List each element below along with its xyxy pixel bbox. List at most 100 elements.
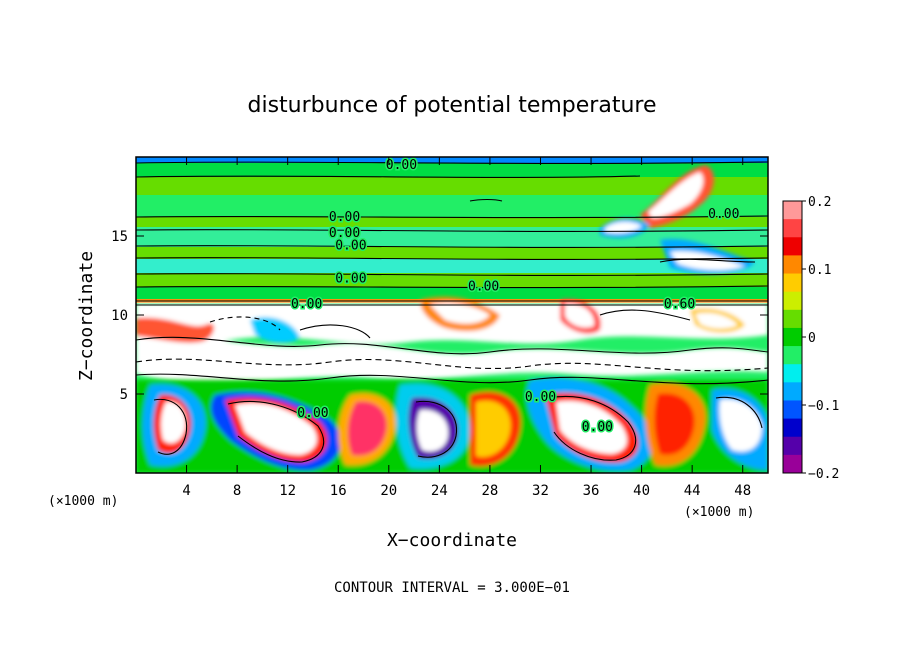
contour-line	[415, 400, 458, 458]
contour-interval-note: CONTOUR INTERVAL = 3.000E−01	[334, 580, 570, 596]
contour-line	[136, 215, 768, 219]
disturbance-blob	[670, 251, 745, 271]
strat-band	[136, 287, 768, 301]
colorbar-segment	[783, 400, 802, 420]
lower-blob	[161, 401, 186, 444]
strat-band	[136, 247, 768, 259]
ribbon-blob	[136, 317, 215, 343]
contour-line	[469, 198, 503, 202]
contour-line	[136, 285, 768, 289]
colorbar-tick-label: 0.1	[808, 263, 831, 278]
x-tick-label: 24	[431, 483, 448, 499]
ribbon-blob	[250, 317, 300, 344]
lower-troposphere-field	[136, 377, 768, 473]
x-unit-right: (×1000 m)	[684, 505, 754, 520]
ribbon-blob	[565, 303, 595, 328]
contour-label: 0.00	[386, 158, 417, 173]
x-tick-label: 32	[532, 483, 549, 499]
lower-blob	[719, 399, 762, 452]
colorbar-segment	[783, 309, 802, 329]
x-tick-label: 16	[330, 483, 347, 499]
contour-line	[136, 373, 768, 385]
contour-line	[136, 358, 768, 372]
x-tick-label: 8	[233, 483, 241, 499]
contour-line	[659, 258, 756, 263]
contour-label: 0.00	[708, 207, 739, 222]
colorbar-segment	[783, 273, 802, 293]
contour-label: 0.00	[329, 210, 360, 225]
lower-blob	[654, 393, 695, 455]
colorbar-segment	[783, 291, 802, 311]
contour-lines	[136, 161, 768, 463]
lower-blob	[416, 409, 449, 452]
contour-line	[299, 324, 371, 339]
x-tick-label: 28	[481, 483, 498, 499]
contour-line	[547, 395, 637, 461]
colorbar-segment	[783, 255, 802, 275]
upper-right-disturbance	[600, 165, 755, 274]
contour-label: 0.60	[664, 297, 695, 312]
disturbance-blob	[605, 221, 642, 234]
x-unit-left: (×1000 m)	[48, 494, 118, 509]
strat-band	[136, 195, 768, 217]
strat-band	[136, 217, 768, 227]
strat-band	[136, 259, 768, 273]
x-tick-label: 4	[182, 483, 190, 499]
contour-label: 0.00	[525, 390, 556, 405]
chart-title: disturbunce of potential temperature	[248, 93, 657, 118]
contour-line	[136, 273, 768, 276]
x-tick-label: 40	[633, 483, 650, 499]
colorbar-segment	[783, 382, 802, 401]
y-tick-label: 10	[111, 308, 128, 324]
contour-line	[153, 398, 188, 455]
colorbar-segment	[783, 201, 802, 220]
strat-band	[136, 177, 768, 195]
contour-line	[599, 309, 691, 321]
colorbar	[782, 200, 803, 474]
ribbon-blob	[430, 303, 490, 324]
contour-line	[136, 245, 768, 248]
x-tick-label: 12	[279, 483, 296, 499]
contour-label: 0.00	[297, 406, 328, 421]
lower-blob	[347, 401, 387, 456]
colorbar-tick-label: 0.2	[808, 195, 831, 210]
contour-line	[136, 336, 768, 355]
contour-line	[227, 400, 325, 463]
x-tick-label: 48	[734, 483, 751, 499]
x-tick-label: 44	[684, 483, 701, 499]
contour-line	[136, 229, 768, 232]
colorbar-tick-label: 0	[808, 331, 816, 346]
contour-labels: 0.000.000.000.000.000.000.000.00 0.600.00…	[289, 157, 740, 437]
strat-band	[136, 273, 768, 287]
y-axis-ticks: 5 10 15	[111, 229, 768, 403]
colorbar-segment	[783, 364, 802, 383]
colorbar-segment	[783, 454, 802, 474]
y-tick-label: 5	[120, 387, 128, 403]
y-axis-label: Z−coordinate	[76, 251, 97, 381]
colorbar-ticks: 0.2 0.1 0 −0.1 −0.2	[802, 195, 839, 482]
stratosphere-bands	[136, 157, 768, 303]
contour-label: 0.00	[329, 226, 360, 241]
lower-blob	[235, 402, 317, 455]
contour-line	[136, 175, 641, 178]
x-tick-label: 36	[583, 483, 600, 499]
colorbar-segment	[783, 327, 802, 347]
contour-label: 0.00	[335, 238, 366, 253]
contour-label: 0.00	[335, 272, 366, 287]
lower-blob	[476, 400, 511, 457]
strat-band	[136, 163, 768, 177]
y-tick-label: 15	[111, 229, 128, 245]
colorbar-segment	[783, 436, 802, 456]
contour-line	[136, 257, 768, 260]
strat-band	[136, 157, 768, 163]
colorbar-segment	[783, 346, 802, 365]
colorbar-segment	[783, 237, 802, 256]
contour-label: 0.00	[582, 420, 613, 435]
contour-label: 0.00	[468, 280, 499, 295]
ribbon-blob	[695, 312, 738, 329]
colorbar-tick-label: −0.1	[808, 399, 839, 414]
contour-label: 0.00	[291, 297, 322, 312]
disturbance-blob	[648, 172, 704, 218]
ribbon-blob	[136, 337, 768, 385]
